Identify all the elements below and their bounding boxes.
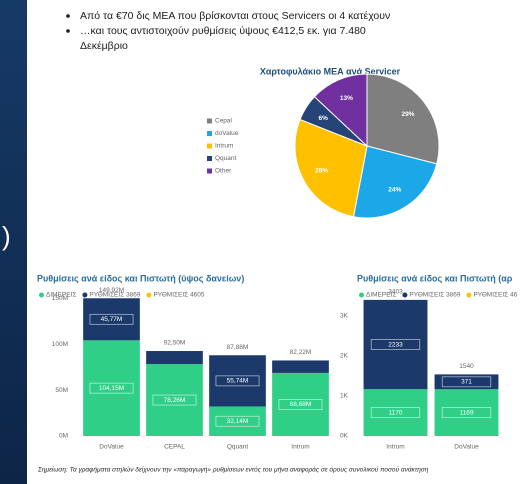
y-tick-label: 150M [52,295,68,302]
bar-segment [146,351,203,365]
bullet-text: Από τα €70 δις ΜΕΑ που βρίσκονται στους … [80,10,390,22]
pie-slice [294,118,368,218]
y-tick-label: 100M [52,341,68,348]
slice-label: 28% [315,168,328,175]
legend-label: Other [215,168,232,175]
legend-dot [39,292,44,298]
legend-dot [146,292,152,298]
segment-label: 78,26M [164,397,186,404]
legend-dot [82,292,88,298]
legend-swatch [207,168,212,174]
bar-segment [272,360,329,373]
y-tick-label: 3K [340,313,349,320]
total-label: 82,22M [290,349,312,356]
legend-label: doValue [215,130,239,137]
bar-segment [209,406,266,436]
x-tick-label: Intrum [386,444,404,451]
bullet-text: …και τους αντιστοιχούν ρυθμίσεις ύψους €… [80,25,366,37]
label-box [278,399,323,410]
chart-title: Ρυθμίσεις ανά είδος και Πιστωτή (ύψος δα… [37,273,244,283]
legend-label: Qquant [215,155,237,162]
y-tick-label: 1K [340,393,349,400]
bullet-dot [66,29,70,33]
bar-segment [83,298,140,341]
y-tick-label: 50M [55,387,68,394]
legend-dot [402,292,408,298]
total-label: 149,92M [99,287,124,294]
pie-slice [313,73,368,148]
segment-label: 32,14M [227,418,249,425]
legend-label: ΡΥΘΜΙΣΕΙΣ 46 [473,292,517,299]
total-label: 3403 [388,289,403,296]
legend-dot [466,292,472,298]
legend-swatch [207,143,212,149]
legend-swatch [207,156,212,161]
segment-label: 1170 [389,409,403,416]
x-tick-label: DoValue [454,444,479,451]
segment-label: 2233 [388,341,403,348]
bar-segment [146,364,203,436]
legend-label: ΔΙΜΕΡΕΙΣ [366,292,396,299]
x-tick-label: DoValue [99,444,124,451]
total-label: 92,50M [164,340,186,347]
y-tick-label: 2K [340,353,349,360]
pie-slice [366,73,440,165]
bar-segment [83,340,140,436]
legend-dot [359,292,364,298]
label-box [89,313,134,325]
footnote: Σημείωση: Τα γραφήματα στηλών δείχνουν τ… [37,466,429,474]
bar-segment [363,389,428,436]
legend-label: ΡΥΘΜΙΣΕΙΣ 3869 [89,292,140,299]
legend-label: ΔΙΜΕΡΕΙΣ [46,292,76,299]
bullet-text: Δεκέμβριο [80,40,128,52]
total-label: 1540 [459,363,474,370]
label-box [370,339,421,350]
slice-label: 24% [388,186,401,193]
label-box [215,415,260,427]
legend-swatch [207,131,212,136]
label-box [441,376,492,388]
chart-title: Ρυθμίσεις ανά είδος και Πιστωτή (αρ [357,273,513,283]
legend-label: ΡΥΘΜΙΣΕΙΣ 4605 [153,292,204,299]
total-label: 87,88M [227,344,249,351]
bar-segment [272,372,329,436]
legend-label: ΡΥΘΜΙΣΕΙΣ 3869 [409,292,460,299]
bullets: Από τα €70 δις ΜΕΑ που βρίσκονται στους … [66,10,390,52]
segment-label: 55,74M [227,378,249,385]
bar-segment [363,299,428,390]
chart-title: Χαρτοφυλάκιο ΜΕΑ ανά Servicer [260,66,401,76]
side-fragment: ) [2,221,11,251]
x-tick-label: Intrum [291,444,309,451]
side-panel [0,0,27,484]
label-box [89,382,134,394]
bar-segment [434,389,499,436]
slice-label: 6% [319,115,329,122]
bar-segment [434,374,499,390]
slice-label: 13% [340,95,353,102]
pie-slice [352,145,438,219]
segment-label: 45,77M [101,316,123,323]
charts: Χαρτοφυλάκιο ΜΕΑ ανά Servicer 29% Cepal 24%… [37,66,518,450]
x-tick-label: Qquant [227,444,249,451]
bar-segment [209,355,266,407]
label-box [370,407,421,418]
segment-label: 371 [461,379,472,386]
label-box [152,394,197,406]
x-tick-label: CEPAL [164,444,185,451]
y-tick-label: 0K [340,433,349,440]
segment-label: 1169 [460,409,474,416]
legend-label: Cepal [215,118,233,125]
legend-swatch [207,118,212,124]
y-tick-label: 0M [59,433,68,440]
segment-label: 68,68M [290,401,312,408]
label-box [441,407,492,418]
slice-label: 29% [401,111,414,118]
segment-label: 104,15M [99,385,124,392]
legend-label: Intrum [215,143,233,150]
bullet-dot [66,14,70,18]
label-box [215,375,260,387]
